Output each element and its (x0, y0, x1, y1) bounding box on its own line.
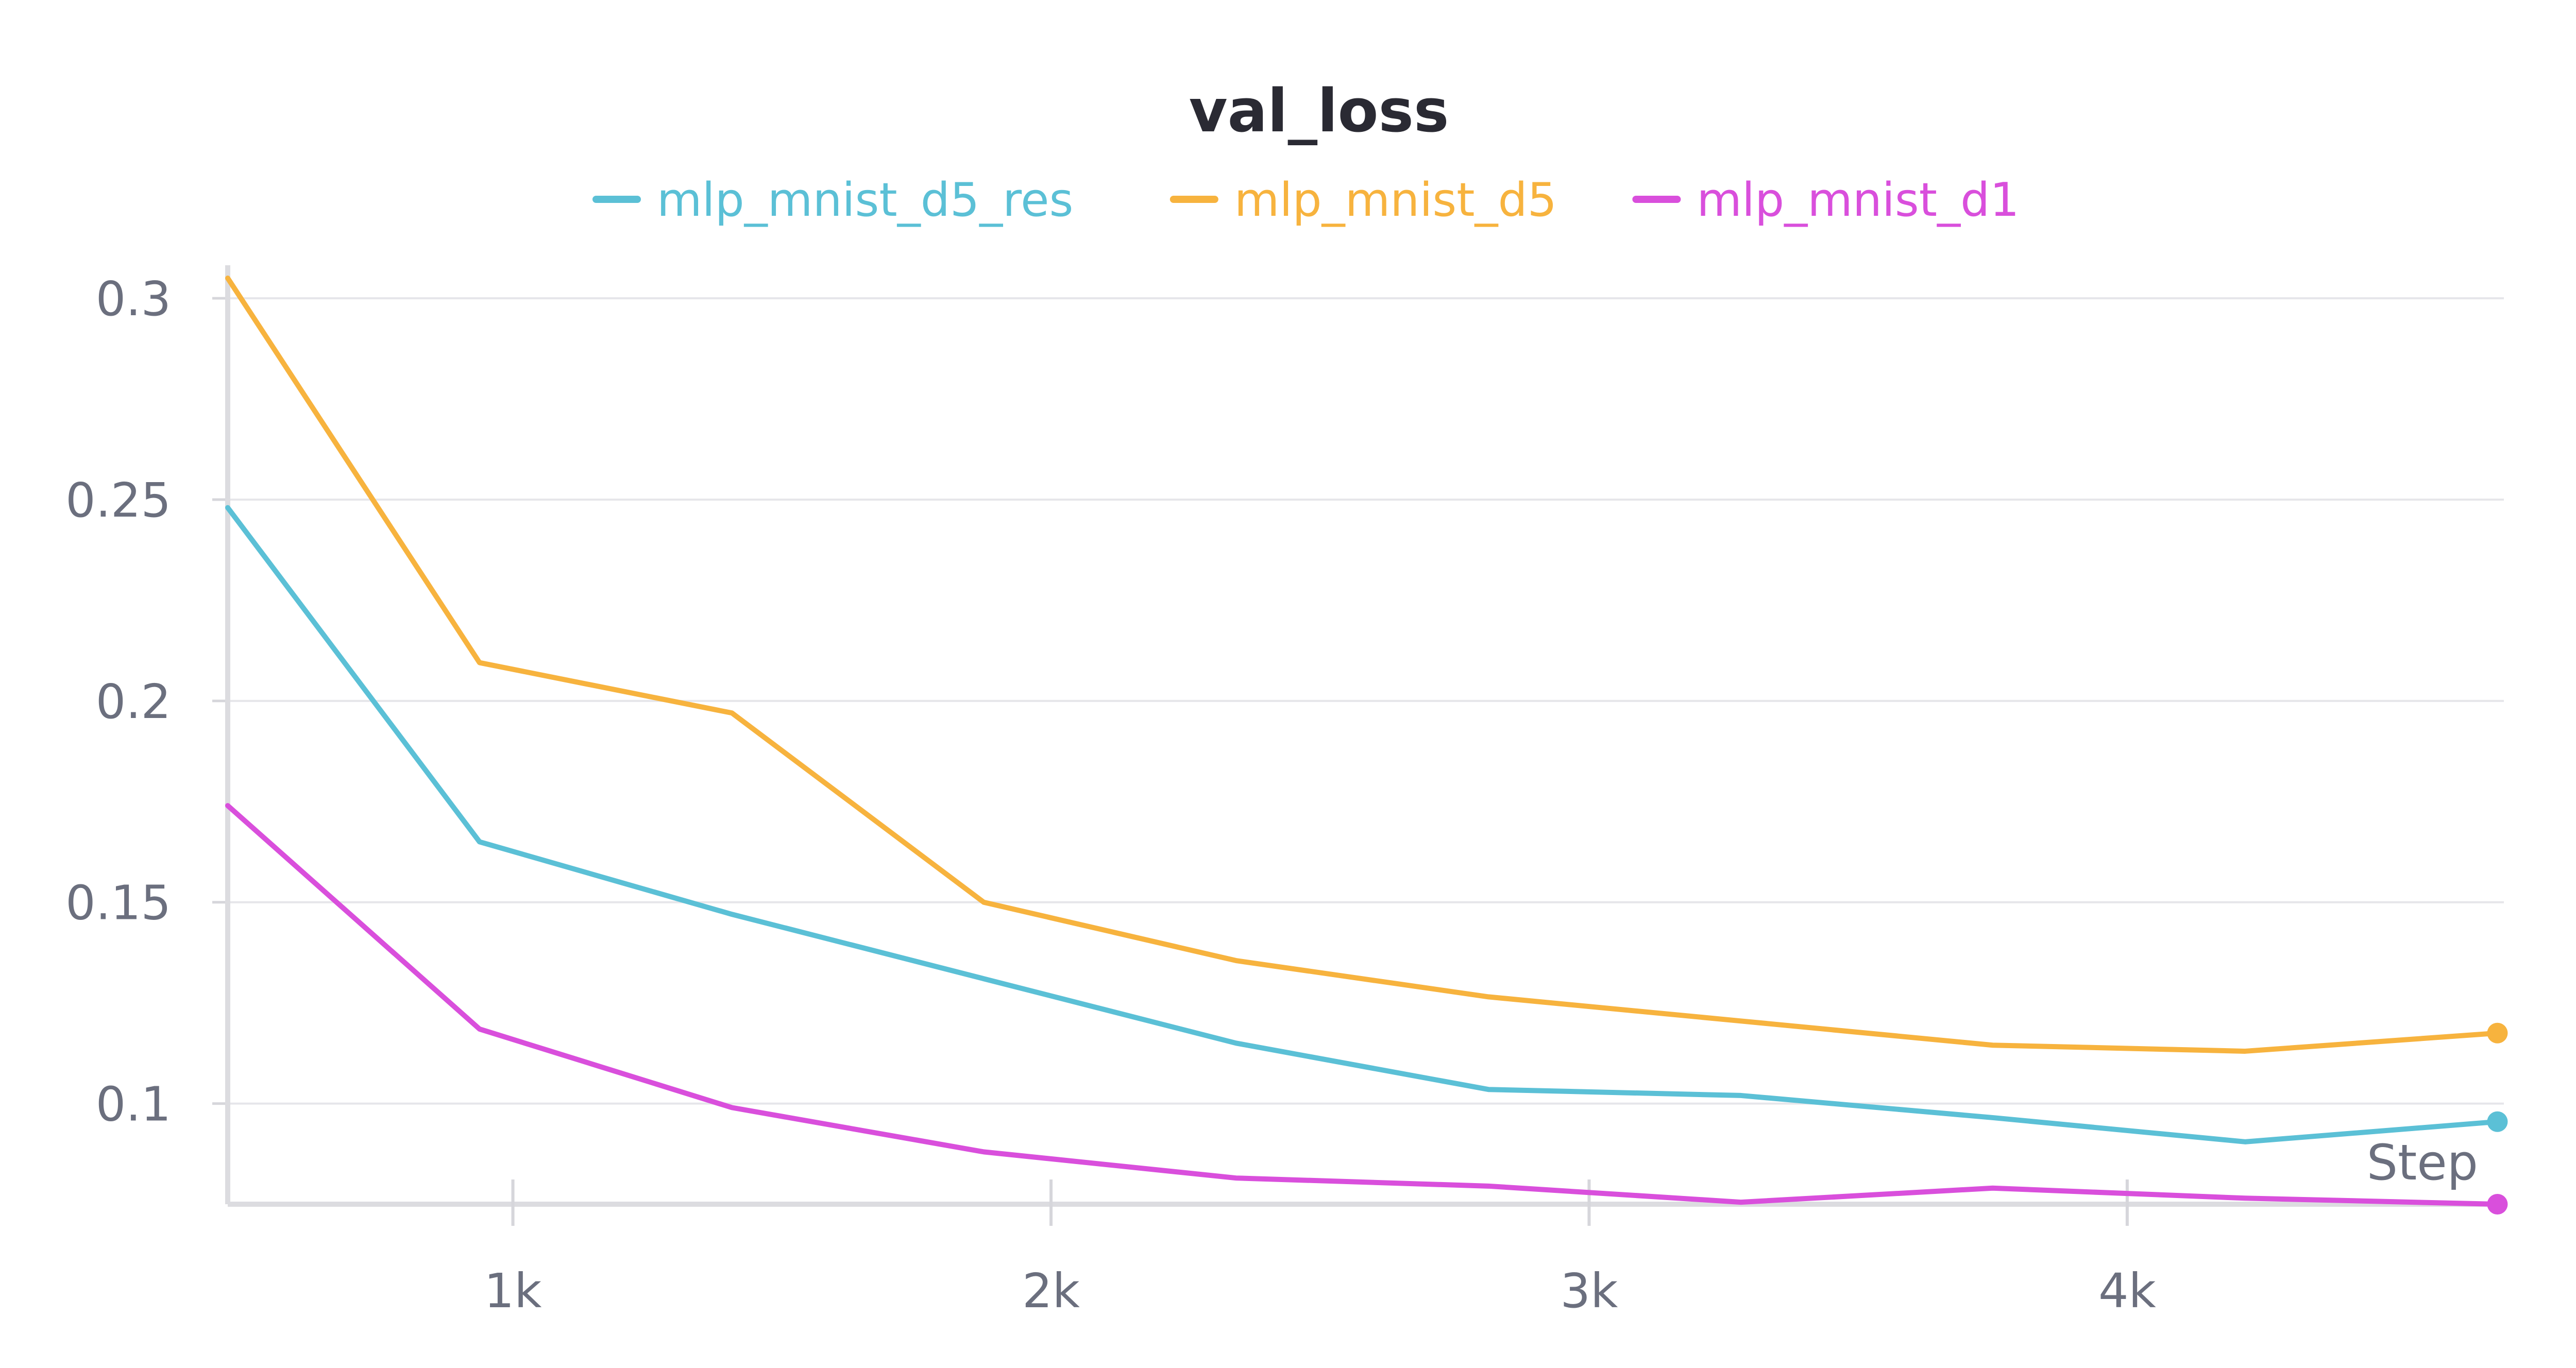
x-tick-label: 4k (2098, 1263, 2157, 1319)
chart-title: val_loss (1189, 77, 1449, 146)
series-lines (225, 276, 2508, 1215)
y-tick-label: 0.2 (96, 674, 171, 729)
legend-item: mlp_mnist_d5 (1170, 173, 1557, 227)
axes: 0.1 0.15 0.2 0.25 0.3 1k 2k 3k 4k (65, 265, 2504, 1319)
legend-item: mlp_mnist_d1 (1632, 173, 2019, 227)
legend-label: mlp_mnist_d5_res (657, 173, 1073, 227)
x-tick-label: 2k (1022, 1263, 1080, 1319)
legend-label: mlp_mnist_d5 (1234, 173, 1557, 227)
y-tick-label: 0.3 (96, 271, 171, 327)
series-line (225, 803, 2500, 1207)
x-tick-label: 3k (1561, 1263, 1619, 1319)
legend-label: mlp_mnist_d1 (1697, 173, 2019, 227)
x-tick-label: 1k (484, 1263, 543, 1319)
y-tick-label: 0.1 (96, 1077, 171, 1132)
series-end-point (2487, 1194, 2508, 1215)
y-tick-label: 0.25 (65, 473, 171, 528)
series-line (225, 276, 2500, 1054)
series-end-point (2487, 1111, 2508, 1132)
grid-lines (228, 297, 2504, 1105)
x-axis-label: Step (2367, 1135, 2478, 1191)
series-end-point (2487, 1022, 2508, 1044)
legend: mlp_mnist_d5_res mlp_mnist_d5 mlp_mnist_d1 (592, 173, 2019, 227)
y-tick-label: 0.15 (65, 876, 171, 931)
legend-item: mlp_mnist_d5_res (592, 173, 1073, 227)
series-line (225, 505, 2500, 1144)
